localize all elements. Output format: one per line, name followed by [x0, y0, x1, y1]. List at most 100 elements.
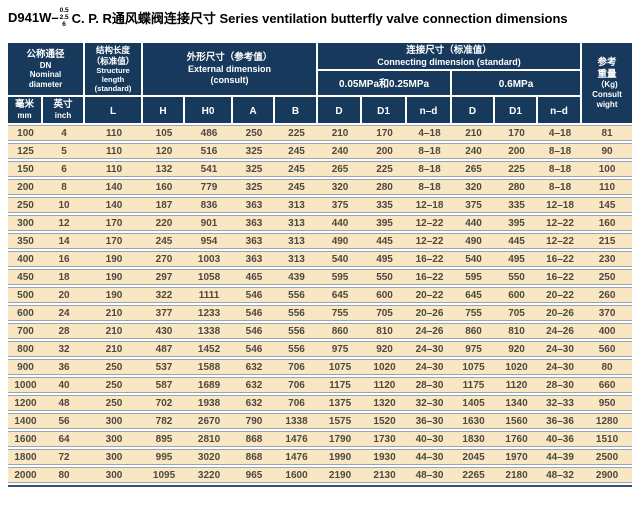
table-cell: 800 — [8, 341, 43, 357]
table-cell: 40–30 — [407, 431, 453, 447]
table-cell: 4–18 — [407, 125, 453, 141]
table-cell: 2810 — [185, 431, 234, 447]
pressure-class-value: 0.5 — [59, 7, 69, 14]
table-cell: 375 — [452, 197, 496, 213]
table-cell: 170 — [495, 125, 539, 141]
table-row: 150 6 110 132 541 325 245 265 225 8–18 265 225 8–18 1… — [8, 161, 633, 177]
table-cell: 2265 — [452, 467, 496, 483]
page-title: D941W– 0.5 2.5 6 C. P. R通风蝶阀连接尺寸 Series … — [8, 7, 640, 28]
table-row: 100 4 110 105 486 250 225 210 170 4–18 210 170 4–18 8… — [8, 125, 633, 141]
table-cell: 3020 — [185, 449, 234, 465]
table-cell: 645 — [452, 287, 496, 303]
table-cell: 250 — [233, 125, 276, 141]
table-cell: 440 — [452, 215, 496, 231]
table-cell: 1111 — [185, 287, 234, 303]
table-cell: 48–30 — [407, 467, 453, 483]
table-cell: 8–18 — [407, 179, 453, 195]
table-cell: 32–30 — [407, 395, 453, 411]
table-cell: 2180 — [495, 467, 539, 483]
table-cell: 110 — [582, 179, 633, 195]
header-D1-high: D1 — [495, 97, 539, 123]
table-cell: 1600 — [8, 431, 43, 447]
table-cell: 1405 — [452, 395, 496, 411]
table-cell: 2130 — [362, 467, 408, 483]
table-cell: 920 — [362, 341, 408, 357]
table-row: 700 28 210 430 1338 546 556 860 810 24–26 860 810 24… — [8, 323, 633, 339]
table-cell: 12–22 — [538, 233, 583, 249]
table-cell: 632 — [233, 359, 276, 375]
table-cell: 1003 — [185, 251, 234, 267]
table-cell: 550 — [362, 269, 408, 285]
table-cell: 587 — [143, 377, 186, 393]
header-nominal-diameter: 公称通径 DN Nominal diameter — [8, 43, 86, 95]
table-cell: 16–22 — [407, 251, 453, 267]
table-cell: 860 — [452, 323, 496, 339]
table-cell: 705 — [495, 305, 539, 321]
table-cell: 702 — [143, 395, 186, 411]
table-cell: 44–30 — [407, 449, 453, 465]
table-cell: 706 — [275, 377, 319, 393]
table-cell: 24–30 — [538, 341, 583, 357]
pressure-class-stack: 0.5 2.5 6 — [60, 7, 69, 28]
table-cell: 320 — [318, 179, 363, 195]
catalog-page: D941W– 0.5 2.5 6 C. P. R通风蝶阀连接尺寸 Series … — [0, 7, 640, 487]
table-cell: 48 — [43, 395, 86, 411]
table-cell: 24–26 — [538, 323, 583, 339]
table-cell: 487 — [143, 341, 186, 357]
table-cell: 170 — [362, 125, 408, 141]
table-cell: 12–18 — [407, 197, 453, 213]
table-cell: 546 — [233, 341, 276, 357]
table-cell: 300 — [85, 431, 144, 447]
pressure-class-value: 2.5 — [59, 14, 69, 21]
table-cell: 363 — [233, 215, 276, 231]
table-cell: 1990 — [318, 449, 363, 465]
table-cell: 537 — [143, 359, 186, 375]
table-cell: 540 — [452, 251, 496, 267]
table-cell: 322 — [143, 287, 186, 303]
table-cell: 1375 — [318, 395, 363, 411]
table-cell: 377 — [143, 305, 186, 321]
table-cell: 632 — [233, 377, 276, 393]
table-cell: 1233 — [185, 305, 234, 321]
table-cell: 363 — [233, 197, 276, 213]
table-cell: 3220 — [185, 467, 234, 483]
table-cell: 132 — [143, 161, 186, 177]
header-A: A — [233, 97, 276, 123]
table-cell: 995 — [143, 449, 186, 465]
header-D-high: D — [452, 97, 496, 123]
table-row: 400 16 190 270 1003 363 313 540 495 16–22 540 495 16… — [8, 251, 633, 267]
table-cell: 836 — [185, 197, 234, 213]
table-cell: 260 — [582, 287, 633, 303]
table-cell: 1600 — [275, 467, 319, 483]
table-cell: 810 — [362, 323, 408, 339]
table-row: 1200 48 250 702 1938 632 706 1375 1320 32–30 1405 1… — [8, 395, 633, 411]
table-cell: 550 — [495, 269, 539, 285]
table-cell: 1075 — [452, 359, 496, 375]
table-cell: 541 — [185, 161, 234, 177]
table-cell: 1020 — [495, 359, 539, 375]
table-cell: 1400 — [8, 413, 43, 429]
table-cell: 810 — [495, 323, 539, 339]
table-cell: 36–36 — [538, 413, 583, 429]
table-cell: 44–39 — [538, 449, 583, 465]
table-cell: 556 — [275, 323, 319, 339]
table-cell: 2190 — [318, 467, 363, 483]
table-cell: 160 — [143, 179, 186, 195]
table-cell: 125 — [8, 143, 43, 159]
title-text: C. P. R通风蝶阀连接尺寸 Series ventilation butte… — [71, 11, 568, 26]
table-cell: 1338 — [275, 413, 319, 429]
table-cell: 1340 — [495, 395, 539, 411]
header-D-low: D — [318, 97, 363, 123]
table-cell: 16–22 — [407, 269, 453, 285]
table-cell: 1280 — [582, 413, 633, 429]
table-cell: 265 — [318, 161, 363, 177]
table-cell: 1575 — [318, 413, 363, 429]
table-cell: 2045 — [452, 449, 496, 465]
table-cell: 395 — [495, 215, 539, 231]
table-cell: 110 — [85, 125, 144, 141]
table-cell: 400 — [582, 323, 633, 339]
table-cell: 24–30 — [407, 359, 453, 375]
table-cell: 5 — [43, 143, 86, 159]
header-nd-high: n–d — [538, 97, 583, 123]
table-cell: 12–22 — [538, 215, 583, 231]
